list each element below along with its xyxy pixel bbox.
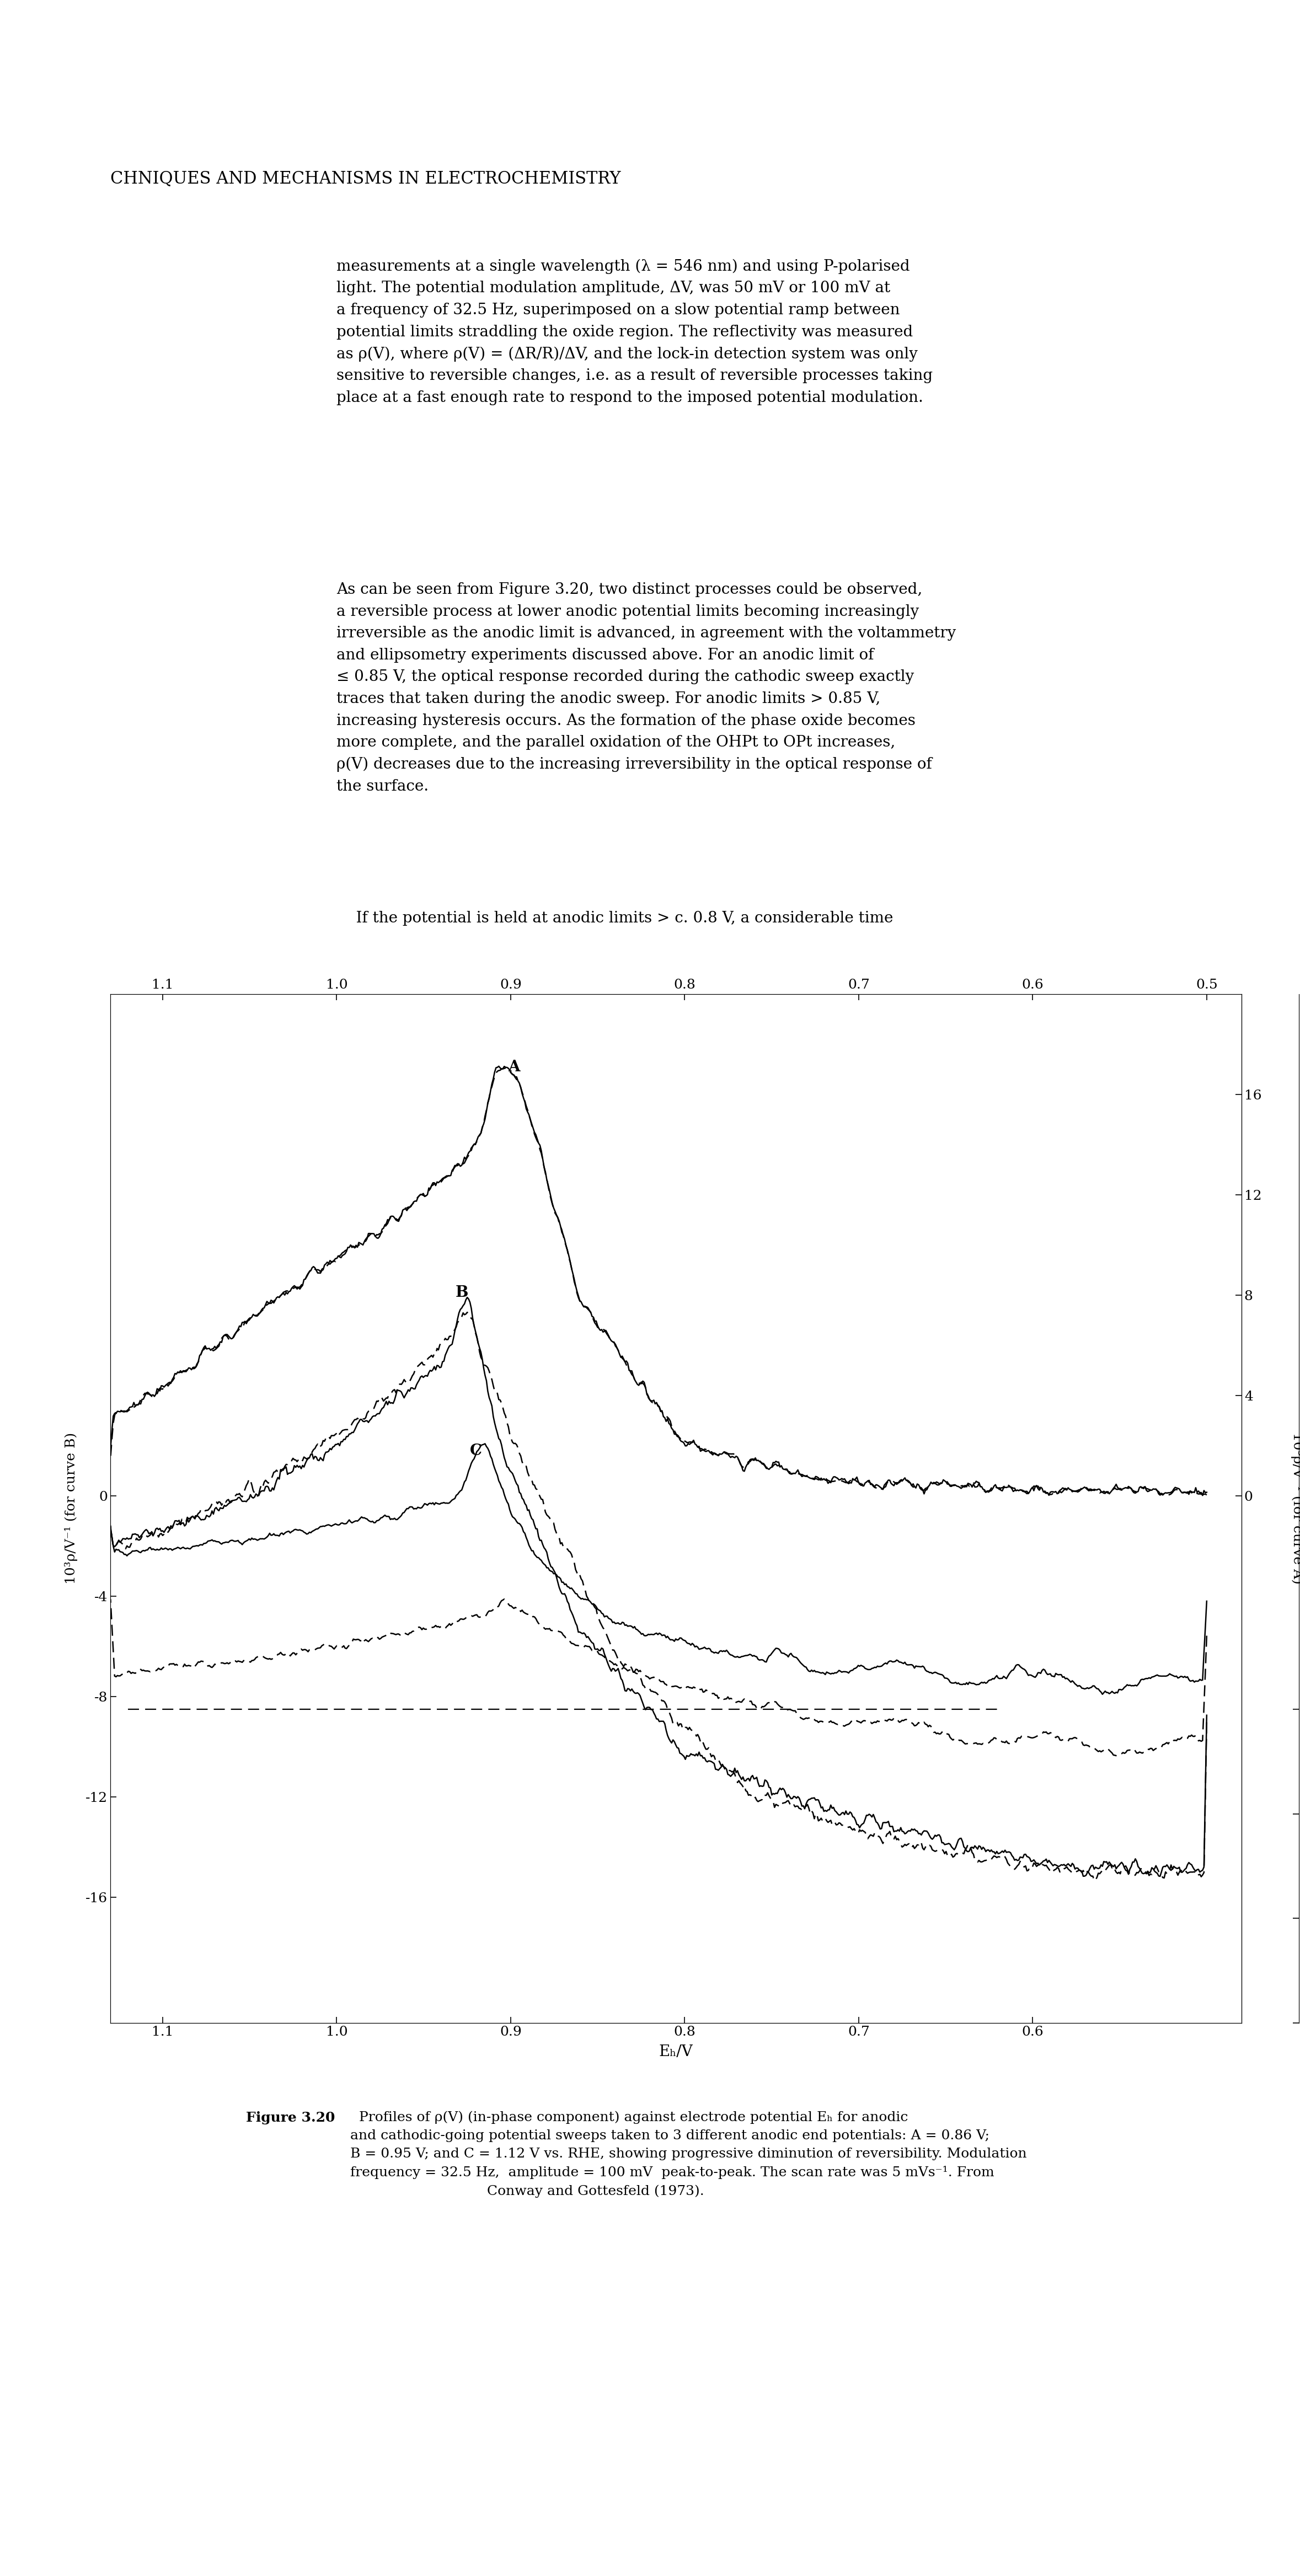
- Text: As can be seen from Figure 3.20, two distinct processes could be observed,
a rev: As can be seen from Figure 3.20, two dis…: [337, 582, 957, 793]
- Text: Profiles of ρ(V) (in-phase component) against electrode potential Eₕ for anodic
: Profiles of ρ(V) (in-phase component) ag…: [350, 2110, 1027, 2197]
- Text: Figure 3.20: Figure 3.20: [246, 2110, 335, 2125]
- Text: C: C: [469, 1443, 482, 1458]
- Text: B: B: [455, 1285, 468, 1301]
- X-axis label: Eₕ/V: Eₕ/V: [659, 2045, 693, 2058]
- Y-axis label: 10³ρ/V⁻¹ (for curve A): 10³ρ/V⁻¹ (for curve A): [1291, 1432, 1300, 1584]
- Text: If the potential is held at anodic limits > c. 0.8 V, a considerable time: If the potential is held at anodic limit…: [337, 912, 893, 925]
- Text: measurements at a single wavelength (λ = 546 nm) and using P-polarised
light. Th: measurements at a single wavelength (λ =…: [337, 258, 933, 404]
- Y-axis label: 10³ρ/V⁻¹ (for curve B): 10³ρ/V⁻¹ (for curve B): [65, 1432, 78, 1584]
- Text: A: A: [508, 1059, 520, 1074]
- Text: CHNIQUES AND MECHANISMS IN ELECTROCHEMISTRY: CHNIQUES AND MECHANISMS IN ELECTROCHEMIS…: [110, 170, 621, 188]
